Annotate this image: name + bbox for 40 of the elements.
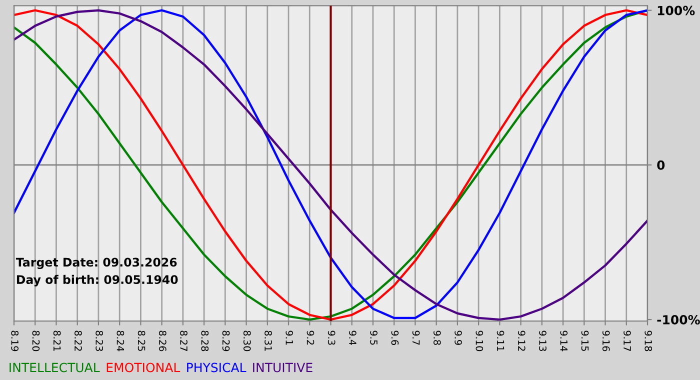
x-tick-label: 9.9 xyxy=(454,330,462,345)
x-tick-label: 9.16 xyxy=(602,330,610,352)
x-tick-label: 9.10 xyxy=(476,330,484,352)
x-tick-label: 9.12 xyxy=(518,330,526,351)
x-tick-label: 8.23 xyxy=(96,330,103,351)
x-tick-label: 9.15 xyxy=(581,330,589,351)
x-tick-label: 9.3 xyxy=(328,330,336,345)
x-tick-label: 9.2 xyxy=(306,330,314,345)
x-tick-label: 8.26 xyxy=(158,330,166,352)
y-tick-label: 0 xyxy=(657,160,665,170)
text: EMOTIONAL xyxy=(106,362,180,372)
x-tick-label: 9.6 xyxy=(391,330,399,345)
x-tick-label: 8.31 xyxy=(264,330,272,351)
y-tick-label: 100% xyxy=(658,6,695,16)
x-tick-label: 9.4 xyxy=(349,330,356,346)
x-tick-label: 8.25 xyxy=(138,330,146,351)
x-tick-label: 9.18 xyxy=(644,330,652,352)
annotation: Target Date: 09.03.2026 xyxy=(16,258,177,270)
text: PHYSICAL xyxy=(187,362,246,372)
x-tick-label: 8.20 xyxy=(32,330,40,352)
text: INTELLECTUAL xyxy=(10,362,100,372)
y-tick-label: -100% xyxy=(657,315,700,324)
x-tick-label: 9.14 xyxy=(560,330,568,352)
x-tick-label: 9.13 xyxy=(539,330,546,351)
x-tick-label: 8.27 xyxy=(180,330,188,351)
x-tick-label: 8.29 xyxy=(222,330,230,352)
x-tick-label: 9.11 xyxy=(496,330,504,351)
x-tick-label: 8.24 xyxy=(116,330,124,352)
x-tick-label: 9.17 xyxy=(624,330,631,351)
x-tick-label: 9.8 xyxy=(434,330,441,345)
x-tick-label: 8.22 xyxy=(74,330,82,351)
text: INTUITIVE xyxy=(253,362,312,372)
x-tick-label: 8.19 xyxy=(11,330,19,352)
x-tick-label: 8.28 xyxy=(201,330,209,352)
x-tick-label: 9.1 xyxy=(286,330,294,345)
annotation: Day of birth: 09.05.1940 xyxy=(16,274,178,286)
x-tick-label: 9.7 xyxy=(412,330,420,345)
x-tick-label: 8.21 xyxy=(53,330,61,351)
x-tick-label: 9.5 xyxy=(370,330,378,345)
x-tick-label: 8.30 xyxy=(243,330,251,352)
